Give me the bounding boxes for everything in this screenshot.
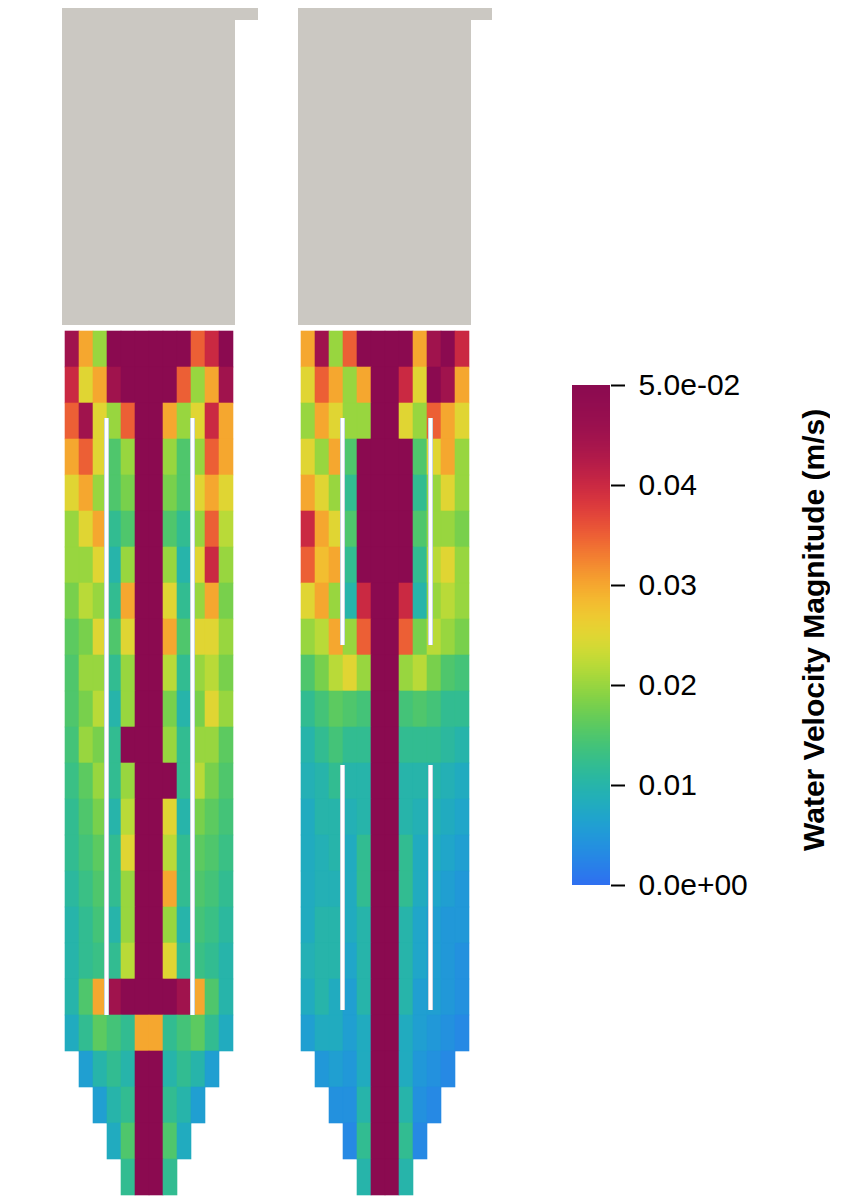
html-text:Water Velocity Magnitude (m/s): Water Velocity Magnitude (m/s): [797, 408, 830, 852]
svg-text:0.01: 0.01: [639, 768, 697, 801]
svg-text:0.03: 0.03: [639, 568, 697, 601]
svg-text:5.0e-02: 5.0e-02: [639, 368, 741, 401]
svg-text:0.02: 0.02: [639, 668, 697, 701]
svg-text:0.04: 0.04: [639, 468, 697, 501]
svg-text:0.0e+00: 0.0e+00: [639, 868, 748, 901]
